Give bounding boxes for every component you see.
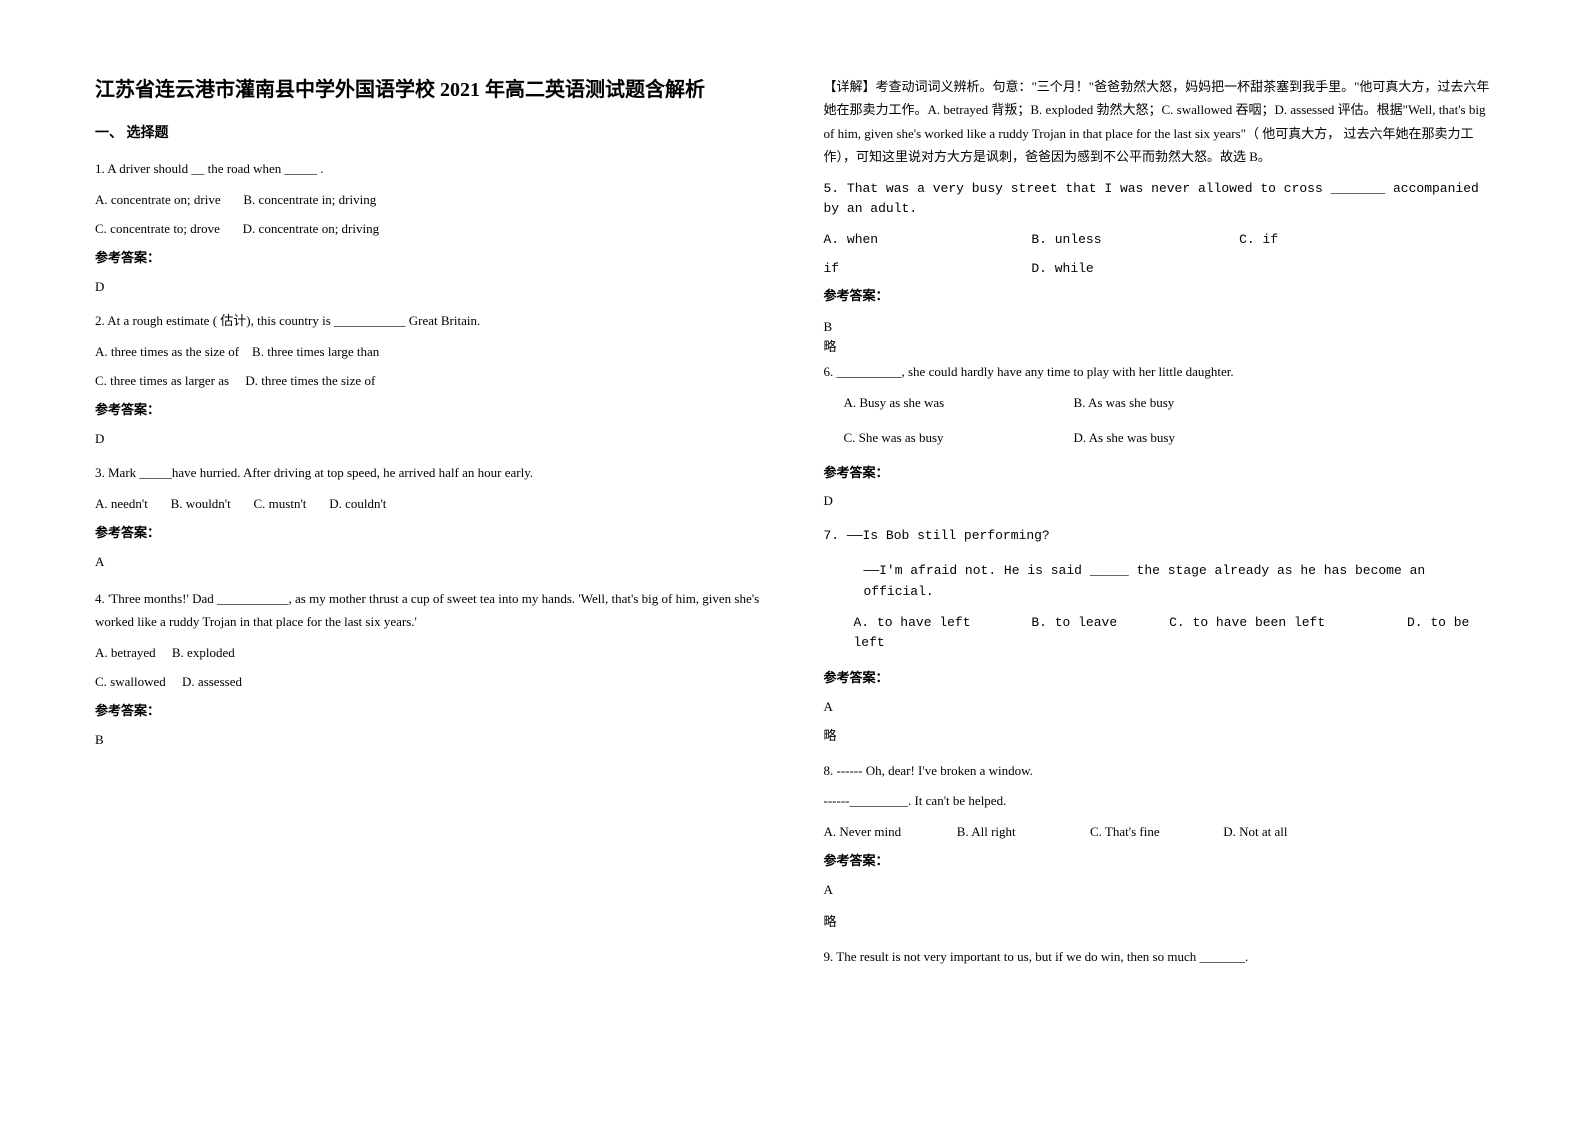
option-b: B. three times large than	[252, 344, 379, 359]
question-text: 4. 'Three months!' Dad ___________, as m…	[95, 587, 764, 634]
option-d: D. Not at all	[1223, 824, 1287, 839]
question-8: 8. ------ Oh, dear! I've broken a window…	[824, 761, 1493, 934]
option-line: A. when B. unless C. if	[824, 230, 1493, 251]
right-column: 【详解】考查动词词义辨析。句意："三个月！"爸爸勃然大怒，妈妈把一杯甜茶塞到我手…	[824, 75, 1493, 982]
answer-label: 参考答案：	[824, 668, 1493, 689]
option-line: A. betrayed B. exploded	[95, 643, 764, 664]
answer-label: 参考答案：	[95, 701, 764, 722]
answer-label: 参考答案：	[824, 463, 1493, 484]
option-line: C. three times as larger as D. three tim…	[95, 371, 764, 392]
option-b: B. concentrate in; driving	[243, 192, 376, 207]
question-text: 8. ------ Oh, dear! I've broken a window…	[824, 761, 1493, 782]
question-7: 7. ——Is Bob still performing? ——I'm afra…	[824, 526, 1493, 654]
option-line: A. Busy as she was B. As was she busy	[824, 393, 1493, 414]
option-a: A. needn't	[95, 496, 148, 511]
option-line: C. swallowed D. assessed	[95, 672, 764, 693]
option-a: A. three times as the size of	[95, 344, 239, 359]
note: 略	[824, 337, 1493, 358]
option-d: D. concentrate on; driving	[243, 221, 379, 236]
option-a: A. Never mind	[824, 822, 954, 843]
option-a: A. betrayed	[95, 645, 156, 660]
answer: A	[824, 697, 1493, 718]
option-line: A. concentrate on; drive B. concentrate …	[95, 190, 764, 211]
option-d: D. assessed	[182, 674, 242, 689]
option-d: D. As she was busy	[1074, 428, 1304, 449]
note: 略	[824, 912, 1493, 933]
option-d: D. three times the size of	[245, 373, 375, 388]
question-text: 5. That was a very busy street that I wa…	[824, 179, 1493, 221]
option-c: C. swallowed	[95, 674, 166, 689]
option-c: C. She was as busy	[844, 428, 1074, 449]
question-text: ——I'm afraid not. He is said _____ the s…	[824, 561, 1493, 603]
option-line: C. She was as busy D. As she was busy	[824, 428, 1493, 449]
option-b: B. wouldn't	[171, 496, 231, 511]
question-2: 2. At a rough estimate ( 估计), this count…	[95, 311, 764, 449]
option-b: B. exploded	[172, 645, 235, 660]
option-line: if D. while	[824, 259, 1493, 280]
section-header: 一、 选择题	[95, 123, 764, 145]
answer: B	[95, 730, 764, 751]
question-text: 9. The result is not very important to u…	[824, 947, 1493, 968]
question-3: 3. Mark _____have hurried. After driving…	[95, 463, 764, 572]
question-text: ------_________. It can't be helped.	[824, 791, 1493, 812]
answer-label: 参考答案：	[95, 400, 764, 421]
answer: D	[824, 491, 1493, 512]
question-9: 9. The result is not very important to u…	[824, 947, 1493, 968]
q4-explanation: 【详解】考查动词词义辨析。句意："三个月！"爸爸勃然大怒，妈妈把一杯甜茶塞到我手…	[824, 75, 1493, 169]
answer-label: 参考答案：	[95, 523, 764, 544]
question-text: 7. ——Is Bob still performing?	[824, 526, 1493, 547]
option-line: A. Never mind B. All right C. That's fin…	[824, 822, 1493, 843]
answer: D	[95, 277, 764, 298]
question-text: 1. A driver should __ the road when ____…	[95, 159, 764, 180]
answer-label: 参考答案：	[95, 248, 764, 269]
document-page: 江苏省连云港市灌南县中学外国语学校 2021 年高二英语测试题含解析 一、 选择…	[95, 75, 1492, 982]
option-c: C. three times as larger as	[95, 373, 229, 388]
option-c: C. That's fine	[1090, 822, 1220, 843]
option-a: A. concentrate on; drive	[95, 192, 221, 207]
option-line: C. concentrate to; drove D. concentrate …	[95, 219, 764, 240]
option-c: C. to have been left	[1169, 613, 1399, 634]
option-c: C. concentrate to; drove	[95, 221, 220, 236]
answer: A	[824, 880, 1493, 901]
answer: B	[824, 317, 1493, 338]
option-a: A. Busy as she was	[844, 393, 1074, 414]
left-column: 江苏省连云港市灌南县中学外国语学校 2021 年高二英语测试题含解析 一、 选择…	[95, 75, 764, 982]
question-text: 6. __________, she could hardly have any…	[824, 362, 1493, 383]
question-1: 1. A driver should __ the road when ____…	[95, 159, 764, 297]
option-d: D. while	[1031, 261, 1093, 276]
option-c: C. if	[1239, 232, 1278, 247]
option-a: A. to have left	[854, 613, 1024, 634]
option-b: B. unless	[1031, 230, 1231, 251]
question-text: 2. At a rough estimate ( 估计), this count…	[95, 311, 764, 332]
option-b: B. All right	[957, 822, 1087, 843]
document-title: 江苏省连云港市灌南县中学外国语学校 2021 年高二英语测试题含解析	[95, 75, 764, 105]
answer: A	[95, 552, 764, 573]
answer: D	[95, 429, 764, 450]
answer-label: 参考答案：	[824, 851, 1493, 872]
option-c: C. mustn't	[254, 496, 307, 511]
option-line: A. three times as the size of B. three t…	[95, 342, 764, 363]
option-line: A. needn't B. wouldn't C. mustn't D. cou…	[95, 494, 764, 515]
option-b: B. As was she busy	[1074, 393, 1304, 414]
note: 略	[824, 726, 1493, 747]
option-b: B. to leave	[1031, 613, 1161, 634]
option-d: D. couldn't	[329, 496, 386, 511]
answer-label: 参考答案：	[824, 286, 1493, 307]
question-5: 5. That was a very busy street that I wa…	[824, 179, 1493, 280]
question-6: 6. __________, she could hardly have any…	[824, 362, 1493, 512]
question-text: 3. Mark _____have hurried. After driving…	[95, 463, 764, 484]
option-line: A. to have left B. to leave C. to have b…	[824, 613, 1493, 655]
option-a: A. when	[824, 230, 1024, 251]
question-4: 4. 'Three months!' Dad ___________, as m…	[95, 587, 764, 751]
